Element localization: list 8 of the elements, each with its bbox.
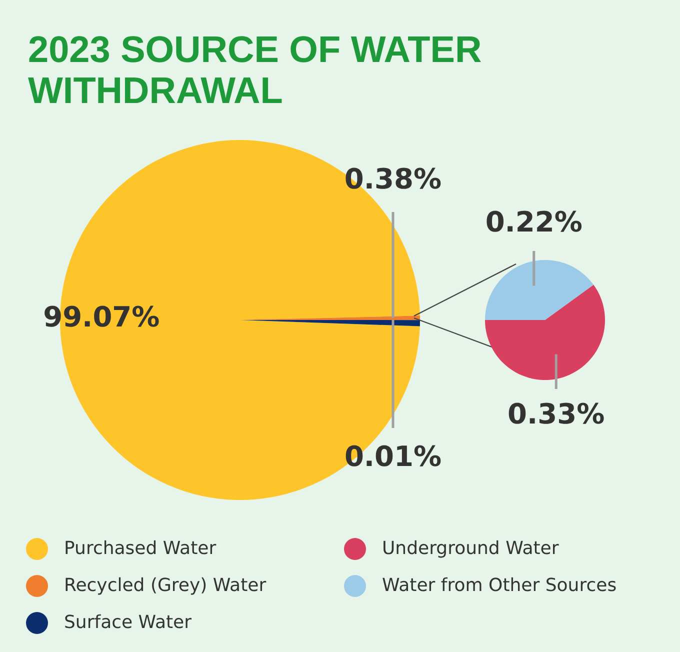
chart-title: 2023 SOURCE OF WATER WITHDRAWAL (28, 29, 483, 112)
legend-label: Recycled (Grey) Water (64, 575, 266, 596)
data-label: 0.22% (485, 205, 582, 238)
data-label: 0.33% (508, 397, 605, 430)
legend-label: Surface Water (64, 612, 192, 633)
legend-label: Purchased Water (64, 538, 216, 559)
legend-label: Underground Water (382, 538, 559, 559)
legend-label: Water from Other Sources (382, 575, 617, 596)
